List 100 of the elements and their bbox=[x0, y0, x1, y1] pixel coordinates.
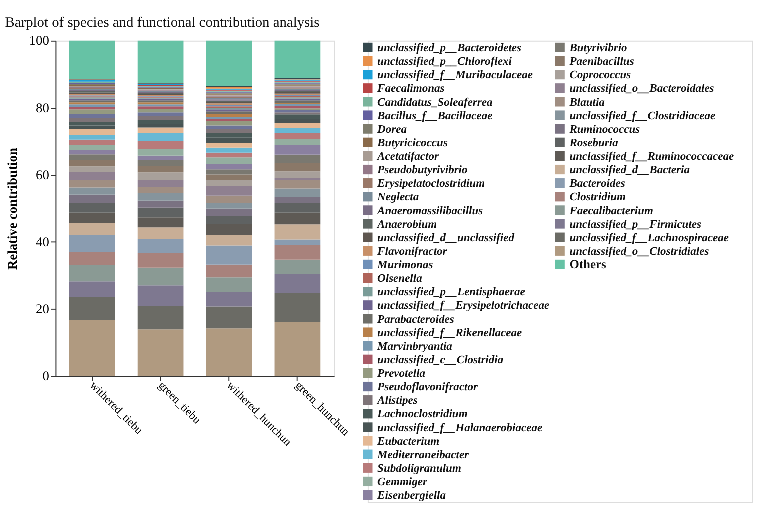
bar bbox=[274, 154, 321, 163]
bar bbox=[206, 264, 252, 278]
legend-label: Gemmiger bbox=[378, 476, 428, 489]
legend-label: unclassified_f__Halanaerobiaceae bbox=[378, 422, 543, 434]
bar bbox=[138, 306, 184, 330]
bar bbox=[69, 188, 116, 195]
legend-label: Faecalimonas bbox=[376, 83, 446, 96]
bar bbox=[69, 282, 116, 298]
legend-label: Prevotella bbox=[378, 368, 426, 380]
y-tick-label: 60 bbox=[36, 167, 50, 182]
legend-label: unclassified_f__Muribaculaceae bbox=[378, 70, 534, 82]
bar bbox=[69, 212, 116, 224]
legend-label: Subdoligranulum bbox=[378, 462, 462, 475]
bar bbox=[69, 150, 116, 155]
y-tick-label: 0 bbox=[42, 368, 50, 384]
legend-label: Candidatus_Soleaferrea bbox=[378, 96, 493, 109]
bar bbox=[69, 126, 116, 130]
bar bbox=[138, 156, 184, 160]
legend-label: unclassified_f__Ruminococcaceae bbox=[570, 151, 734, 164]
bar bbox=[274, 240, 321, 246]
y-tick-label: 40 bbox=[36, 234, 50, 250]
legend-label: unclassified_p__Chloroflexi bbox=[378, 56, 513, 68]
bar bbox=[138, 172, 184, 180]
legend-label: Roseburia bbox=[568, 137, 619, 150]
legend-label: Blautia bbox=[568, 96, 606, 109]
bar bbox=[206, 186, 252, 196]
bar bbox=[206, 278, 252, 292]
bar bbox=[69, 122, 116, 126]
bar bbox=[274, 204, 321, 213]
bar bbox=[138, 193, 184, 201]
y-axis-title: Relative contribution bbox=[4, 147, 20, 270]
legend-label: Parabacteroides bbox=[378, 314, 455, 326]
bar bbox=[138, 330, 184, 376]
bar bbox=[274, 245, 321, 260]
bar bbox=[274, 198, 321, 204]
bar bbox=[138, 228, 184, 240]
legend-label: Flavonifractor bbox=[376, 246, 448, 258]
bar bbox=[69, 135, 116, 140]
bar bbox=[138, 120, 184, 124]
bar bbox=[206, 143, 252, 148]
bar bbox=[138, 218, 184, 228]
bar bbox=[274, 114, 321, 120]
bar bbox=[206, 196, 252, 204]
bar bbox=[69, 265, 116, 282]
bar bbox=[206, 208, 252, 216]
legend-label: unclassified_f__Lachnospiraceae bbox=[570, 232, 729, 244]
legend-label: unclassified_o__Clostridiales bbox=[570, 246, 710, 258]
legend-label: Murimonas bbox=[376, 260, 434, 272]
bar bbox=[69, 180, 116, 188]
bar bbox=[274, 224, 321, 240]
bar bbox=[274, 293, 321, 322]
bar bbox=[206, 114, 252, 118]
bar bbox=[274, 260, 321, 274]
bar bbox=[206, 152, 252, 158]
legend-label: Neglecta bbox=[376, 192, 420, 204]
bar bbox=[206, 148, 252, 153]
bar bbox=[206, 224, 252, 236]
bar bbox=[206, 174, 252, 180]
bar bbox=[206, 180, 252, 186]
bar bbox=[138, 253, 184, 268]
legend-label: unclassified_c__Clostridia bbox=[378, 354, 504, 366]
bar bbox=[69, 235, 116, 252]
bar bbox=[69, 194, 116, 204]
chart-title: Barplot of species and functional contribution analysis bbox=[5, 14, 320, 31]
bar bbox=[138, 160, 184, 166]
bar bbox=[206, 246, 252, 265]
legend-label: Pseudobutyrivibrio bbox=[378, 164, 468, 177]
bar bbox=[274, 40, 321, 78]
bar bbox=[206, 203, 252, 209]
bar bbox=[138, 187, 184, 194]
bar bbox=[274, 128, 321, 134]
bar bbox=[274, 139, 321, 146]
bar bbox=[138, 166, 184, 173]
bar bbox=[274, 322, 321, 376]
bar bbox=[138, 124, 184, 128]
legend-label: Eubacterium bbox=[376, 436, 440, 448]
legend-label: Butyrivibrio bbox=[568, 42, 628, 55]
bar bbox=[274, 123, 321, 128]
legend-label: unclassified_o__Bacteroidales bbox=[570, 83, 715, 96]
bar bbox=[69, 40, 116, 80]
bar bbox=[274, 212, 321, 225]
legend-label: Dorea bbox=[376, 124, 408, 136]
bar bbox=[138, 208, 184, 218]
bar bbox=[206, 121, 252, 126]
legend-label: Lachnoclostridium bbox=[376, 408, 468, 421]
legend-label: Bacteroides bbox=[568, 178, 626, 190]
bar bbox=[274, 172, 321, 178]
legend-label: Marvinbryantia bbox=[376, 340, 453, 353]
bar bbox=[274, 274, 321, 294]
bar bbox=[138, 239, 184, 254]
legend-label: Eisenbergiella bbox=[376, 490, 446, 502]
bar bbox=[69, 140, 116, 146]
bar bbox=[206, 235, 252, 246]
bar bbox=[69, 160, 116, 167]
legend-label: Alistipes bbox=[376, 395, 418, 408]
legend-label: unclassified_f__Erysipelotrichaceae bbox=[378, 300, 550, 312]
bar bbox=[274, 180, 321, 189]
bar bbox=[274, 145, 321, 155]
bar bbox=[206, 216, 252, 224]
bar bbox=[138, 180, 184, 188]
